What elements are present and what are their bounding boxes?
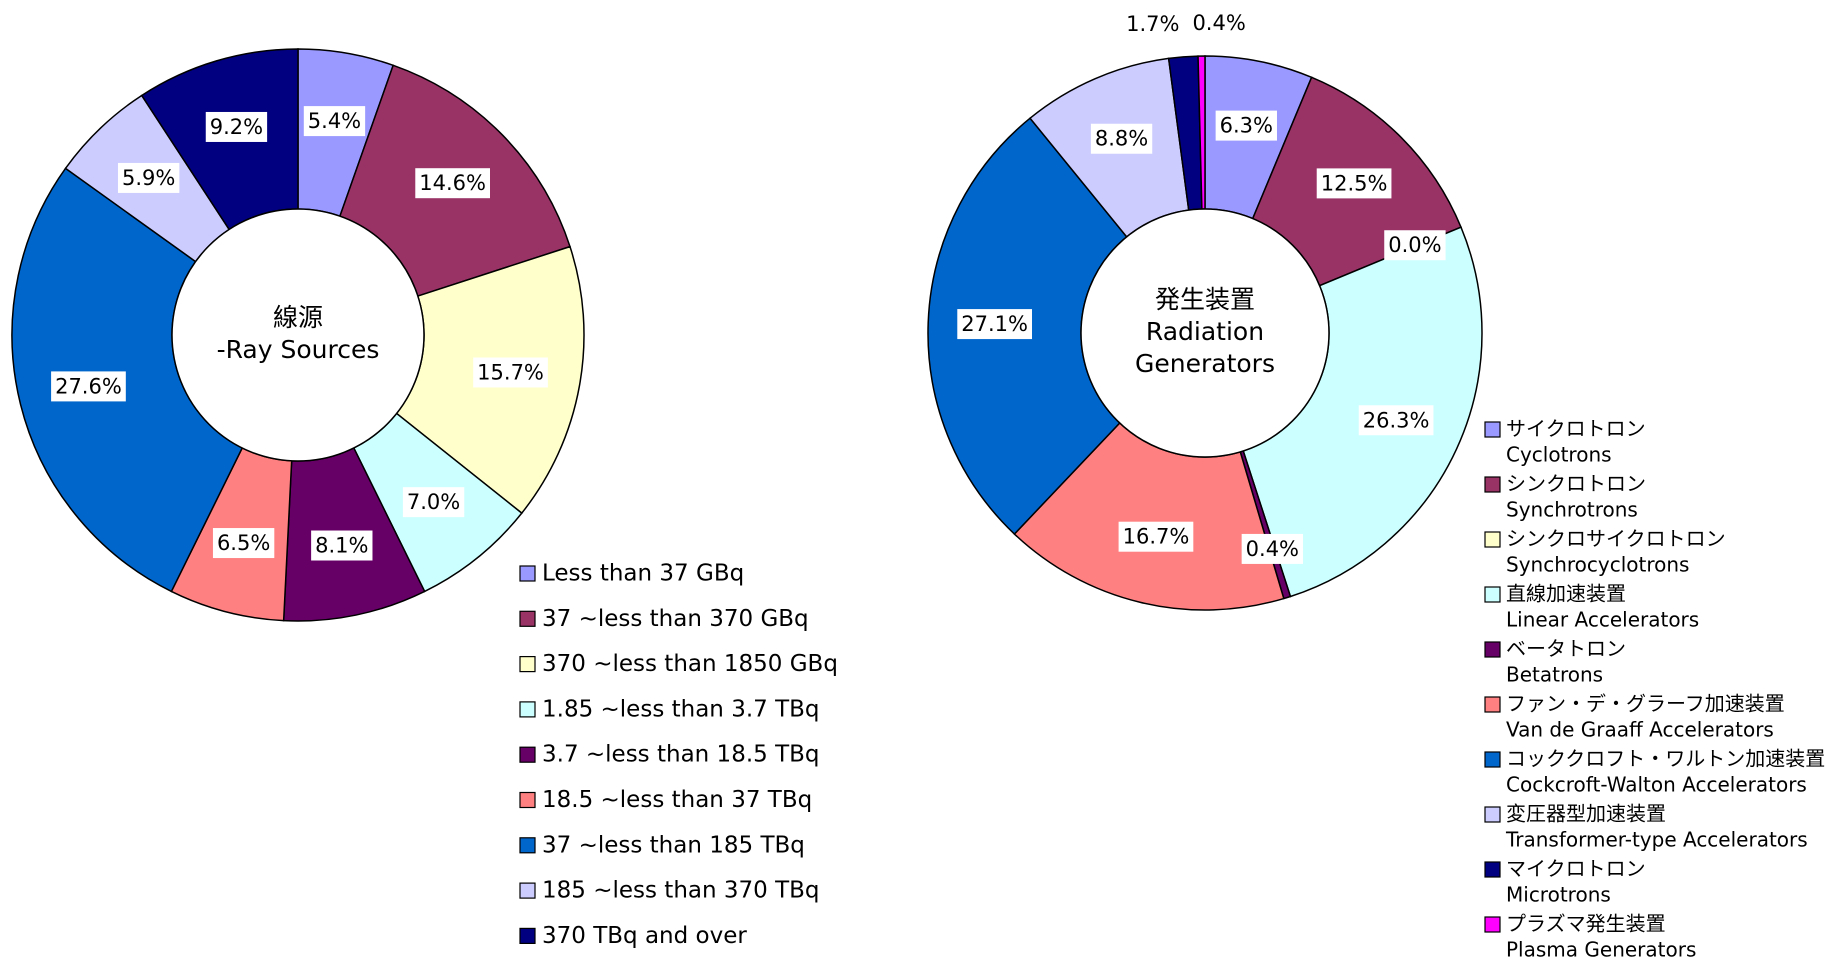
legend-swatch	[1484, 421, 1501, 438]
legend-label: マイクロトロン	[1506, 857, 1646, 881]
legend-swatch	[1484, 531, 1501, 548]
legend-swatch	[519, 746, 536, 763]
legend-label: 37 ~less than 185 TBq	[542, 832, 805, 858]
donut-hole	[171, 208, 425, 462]
legend-swatch	[519, 610, 536, 627]
legend-label: ファン・デ・グラーフ加速装置	[1506, 692, 1785, 716]
label-box	[303, 106, 366, 137]
data-label: 7.0%	[407, 490, 460, 514]
legend-label: 37 ~less than 370 GBq	[542, 606, 809, 632]
data-label: 5.9%	[122, 166, 175, 190]
data-label: 6.5%	[217, 531, 270, 555]
data-label: 16.7%	[1123, 525, 1190, 549]
label-box	[1118, 521, 1194, 552]
label-box	[473, 357, 548, 388]
legend-swatch	[519, 655, 536, 673]
label-box	[205, 111, 268, 142]
legend-label: Microtrons	[1506, 883, 1611, 907]
legend-label: シンクロサイクロトロン	[1506, 527, 1726, 551]
legend-label: Plasma Generators	[1506, 938, 1696, 962]
legend-swatch	[519, 565, 536, 582]
legend-label: コッククロフト・ワルトン加速装置	[1506, 747, 1825, 771]
data-label: 8.1%	[315, 534, 368, 558]
legend-swatch	[1484, 806, 1501, 823]
legend-swatch	[1484, 586, 1501, 603]
legend-swatch	[519, 927, 536, 945]
data-label: 15.7%	[477, 360, 544, 384]
data-label: 9.2%	[210, 115, 263, 139]
legend-label: 370 ~less than 1850 GBq	[542, 651, 838, 677]
legend-label: シンクロトロン	[1506, 472, 1646, 496]
legend-swatch	[1484, 476, 1501, 493]
legend-label: 18.5 ~less than 37 TBq	[542, 787, 812, 813]
label-box	[1090, 123, 1153, 154]
label-box	[957, 309, 1033, 340]
legend-label: 1.85 ~less than 3.7 TBq	[542, 696, 820, 722]
label-box	[1241, 533, 1304, 564]
data-label: 6.3%	[1220, 114, 1273, 138]
center-text: Generators	[1135, 349, 1275, 378]
label-box	[51, 371, 126, 402]
data-label: 1.7%	[1126, 12, 1179, 36]
center-text: 発生装置	[1155, 285, 1255, 314]
legend-label: 370 TBq and over	[542, 923, 747, 949]
label-box	[117, 162, 180, 193]
legend-label: Less than 37 GBq	[542, 561, 744, 587]
legend-label: ベータトロン	[1506, 637, 1626, 661]
label-box	[415, 168, 491, 199]
legend-label: 185 ~less than 370 TBq	[542, 878, 820, 904]
legend-label: サイクロトロン	[1506, 417, 1646, 441]
legend-swatch	[1484, 751, 1501, 768]
legend-label: Synchrotrons	[1506, 498, 1638, 522]
data-label: 0.0%	[1388, 233, 1441, 257]
legend-label: Linear Accelerators	[1506, 608, 1699, 632]
label-box	[311, 530, 373, 561]
legend-label: Betatrons	[1506, 663, 1603, 687]
legend-label: プラズマ発生装置	[1506, 912, 1666, 936]
center-text: 線源	[273, 303, 323, 332]
data-label: 12.5%	[1321, 171, 1388, 195]
label-box	[1384, 230, 1446, 261]
legend-swatch	[519, 791, 536, 809]
legend-label: Cyclotrons	[1506, 443, 1612, 467]
legend-swatch	[519, 882, 536, 899]
label-box	[1316, 168, 1392, 199]
data-label: 27.1%	[961, 312, 1028, 336]
legend-label: Van de Graaff Accelerators	[1506, 718, 1774, 742]
legend-label: Transformer-type Accelerators	[1505, 828, 1808, 852]
donut-hole	[1080, 208, 1330, 458]
data-label: 27.6%	[55, 374, 122, 398]
label-box	[212, 528, 275, 559]
label-box	[1358, 405, 1434, 436]
legend-label: Synchrocyclotrons	[1506, 553, 1689, 577]
legend-label: 3.7 ~less than 18.5 TBq	[542, 742, 820, 768]
legend-swatch	[519, 837, 536, 854]
data-label: 0.4%	[1192, 11, 1245, 35]
center-text: -Ray Sources	[217, 335, 380, 364]
legend-label: Cockcroft-Walton Accelerators	[1506, 773, 1807, 797]
legend-label: 直線加速装置	[1506, 582, 1626, 606]
data-label: 5.4%	[308, 109, 361, 133]
data-label: 8.8%	[1095, 127, 1148, 151]
label-box	[1215, 110, 1277, 141]
label-box	[402, 487, 465, 518]
legend-label: 変圧器型加速装置	[1506, 802, 1666, 826]
legend-swatch	[1484, 696, 1501, 713]
center-text: Radiation	[1146, 317, 1264, 346]
legend-swatch	[1484, 916, 1501, 933]
legend-swatch	[1484, 641, 1501, 658]
legend-swatch	[1484, 861, 1501, 878]
legend-swatch	[519, 701, 536, 718]
data-label: 0.4%	[1246, 537, 1299, 561]
data-label: 26.3%	[1363, 408, 1430, 432]
data-label: 14.6%	[419, 171, 486, 195]
